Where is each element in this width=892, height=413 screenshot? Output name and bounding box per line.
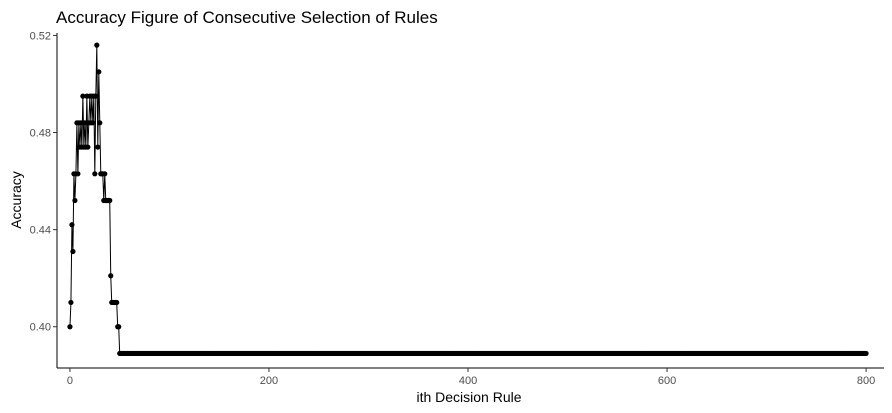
data-point — [78, 120, 84, 126]
x-axis-label: ith Decision Rule — [416, 389, 521, 405]
data-point — [107, 197, 113, 204]
data-point — [114, 299, 120, 306]
y-tick-label: 0.52 — [30, 30, 51, 42]
data-point — [863, 350, 869, 357]
data-point — [93, 93, 99, 99]
data-point — [95, 144, 101, 150]
y-tick-label: 0.48 — [30, 128, 51, 140]
data-point — [67, 324, 73, 330]
data-point — [85, 144, 91, 150]
data-point — [69, 222, 75, 228]
x-tick-label: 800 — [857, 375, 875, 387]
data-point — [108, 273, 114, 279]
data-point — [75, 171, 81, 177]
data-point — [97, 120, 103, 126]
data-point — [68, 299, 74, 306]
y-axis: 0.40 0.44 0.48 0.52 — [30, 30, 58, 368]
chart-title: Accuracy Figure of Consecutive Selection… — [56, 8, 438, 27]
x-tick-label: 200 — [260, 375, 278, 387]
data-point — [70, 248, 76, 255]
x-tick-label: 0 — [67, 375, 73, 387]
plot-area — [67, 42, 869, 357]
data-point — [96, 69, 102, 75]
x-tick-label: 400 — [459, 375, 477, 387]
series-line — [69, 45, 867, 354]
data-point — [80, 93, 86, 99]
y-axis-label: Accuracy — [8, 171, 24, 229]
data-point — [94, 42, 100, 48]
data-point — [72, 197, 78, 204]
x-axis: 0 200 400 600 800 — [57, 367, 884, 387]
data-point — [92, 171, 98, 177]
x-tick-label: 600 — [658, 375, 676, 387]
data-point — [82, 120, 88, 126]
y-tick-label: 0.44 — [30, 225, 51, 237]
data-point — [116, 324, 122, 330]
data-point — [102, 171, 108, 177]
data-point — [90, 120, 96, 126]
y-tick-label: 0.40 — [30, 322, 51, 334]
